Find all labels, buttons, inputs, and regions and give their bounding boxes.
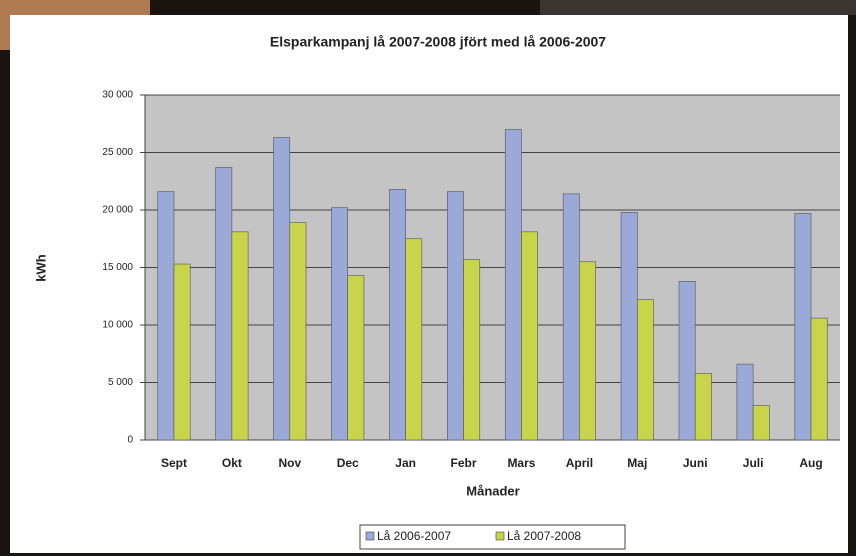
x-tick-label: Juli [743,456,764,470]
legend-swatch [496,532,504,540]
legend-swatch [366,532,374,540]
bar [579,262,595,440]
bar [158,192,174,440]
x-tick-label: Nov [278,456,301,470]
bar [811,318,827,440]
y-tick-label: 20 000 [102,205,133,216]
bar [679,281,695,440]
bar [274,138,290,440]
bar [331,208,347,440]
x-tick-label: Juni [683,456,708,470]
bar [406,239,422,440]
y-tick-label: 10 000 [102,320,133,331]
y-tick-label: 25 000 [102,147,133,158]
x-tick-label: Febr [451,456,477,470]
bar [695,373,711,440]
bar [521,232,537,440]
y-tick-label: 15 000 [102,262,133,273]
bar [795,213,811,440]
bar [232,232,248,440]
y-tick-label: 0 [127,435,133,446]
x-tick-label: Mars [507,456,535,470]
x-tick-label: Sept [161,456,187,470]
y-axis-title: kWh [33,254,48,282]
x-tick-label: Dec [337,456,359,470]
bar [621,212,637,440]
bar [563,194,579,440]
x-axis-title: Månader [466,483,519,498]
legend-label: Lå 2006-2007 [377,529,451,543]
photo-fragment [540,0,856,15]
bar [637,300,653,440]
chart-title: Elsparkampanj lå 2007-2008 jfört med lå … [270,34,606,50]
x-tick-label: Maj [627,456,647,470]
bar [174,264,190,440]
bar [290,223,306,440]
y-tick-label: 5 000 [108,377,133,388]
bar [216,167,232,440]
bar [464,259,480,440]
bar [348,276,364,440]
bar [389,189,405,440]
bar [447,192,463,440]
chart: Elsparkampanj lå 2007-2008 jfört med lå … [0,0,856,556]
bar [505,130,521,441]
legend-label: Lå 2007-2008 [507,529,581,543]
x-tick-label: Aug [799,456,822,470]
bar [737,364,753,440]
x-tick-label: Okt [222,456,242,470]
x-tick-label: April [566,456,593,470]
bar [753,406,769,441]
y-tick-label: 30 000 [102,90,133,101]
x-tick-label: Jan [395,456,416,470]
